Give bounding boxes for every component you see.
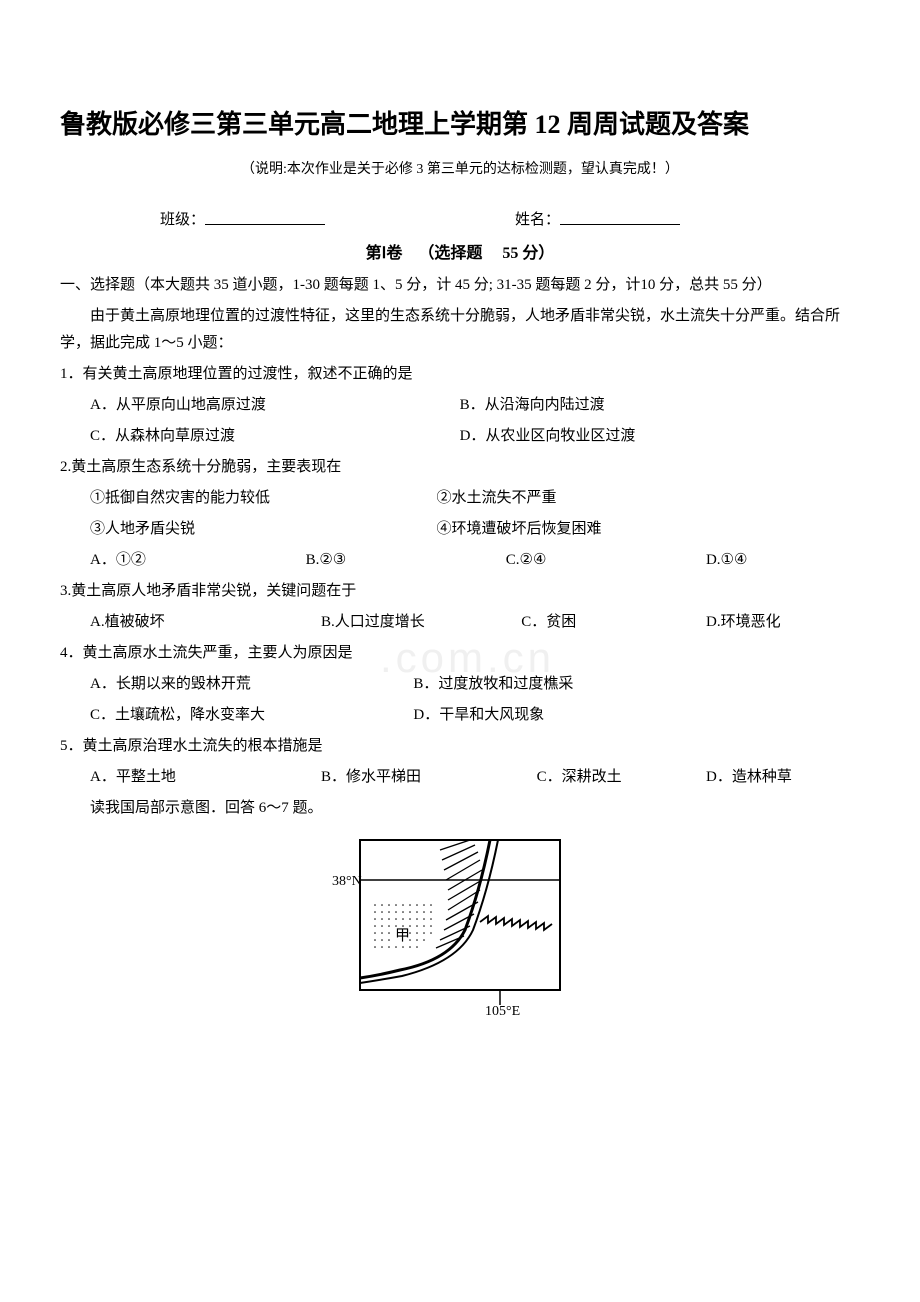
q1-opt-c: C．从森林向草原过渡 <box>90 423 460 450</box>
map-figure: 38°N 甲 105°E <box>330 830 590 1020</box>
figure-wrap: 38°N 甲 105°E <box>60 830 860 1030</box>
q3-stem: 3.黄土高原人地矛盾非常尖锐，关键问题在于 <box>60 578 860 605</box>
q3-opt-c: C．贫困 <box>521 609 706 636</box>
main-title: 鲁教版必修三第三单元高二地理上学期第 12 周周试题及答案 <box>60 100 860 149</box>
q3-options: A.植被破坏 B.人口过度增长 C．贫困 D.环境恶化 <box>60 609 860 636</box>
q4-opt-d: D．干旱和大风现象 <box>413 702 544 729</box>
q4-opt-b: B．过度放牧和过度樵采 <box>413 671 573 698</box>
name-label: 姓名： <box>515 207 560 234</box>
q2-sub-row1: ①抵御自然灾害的能力较低 ②水土流失不严重 <box>60 485 860 512</box>
q2-s2: ②水土流失不严重 <box>437 485 557 512</box>
q2-opt-b: B.②③ <box>306 547 506 574</box>
label-105e: 105°E <box>485 1004 520 1019</box>
section-score: 55 分） <box>502 245 554 262</box>
q2-stem: 2.黄土高原生态系统十分脆弱，主要表现在 <box>60 454 860 481</box>
q4-opt-c: C．土壤疏松，降水变率大 <box>90 702 413 729</box>
read-note: 读我国局部示意图．回答 6～7 题。 <box>60 795 860 822</box>
q2-s3: ③人地矛盾尖锐 <box>90 516 437 543</box>
q5-options: A．平整土地 B．修水平梯田 C．深耕改土 D．造林种草 <box>60 764 860 791</box>
q3-opt-a: A.植被破坏 <box>90 609 321 636</box>
q1-options-row2: C．从森林向草原过渡 D．从农业区向牧业区过渡 <box>60 423 860 450</box>
label-38n: 38°N <box>332 874 362 889</box>
label-jia: 甲 <box>395 928 410 944</box>
q5-opt-b: B．修水平梯田 <box>321 764 537 791</box>
q5-opt-d: D．造林种草 <box>706 764 792 791</box>
q5-stem: 5．黄土高原治理水土流失的根本措施是 <box>60 733 860 760</box>
student-info: 班级： 姓名： <box>60 207 860 234</box>
q1-opt-b: B．从沿海向内陆过渡 <box>460 392 830 419</box>
q2-sub-row2: ③人地矛盾尖锐 ④环境遭破坏后恢复困难 <box>60 516 860 543</box>
q2-s4: ④环境遭破坏后恢复困难 <box>437 516 602 543</box>
q1-options-row1: A．从平原向山地高原过渡 B．从沿海向内陆过渡 <box>60 392 860 419</box>
q5-opt-c: C．深耕改土 <box>537 764 706 791</box>
q1-opt-d: D．从农业区向牧业区过渡 <box>460 423 830 450</box>
q2-opt-a: A．①② <box>90 547 306 574</box>
q4-stem: 4．黄土高原水土流失严重，主要人为原因是 <box>60 640 860 667</box>
q2-opt-c: C.②④ <box>506 547 706 574</box>
section-prefix: 第Ⅰ卷 <box>366 245 403 262</box>
q3-opt-b: B.人口过度增长 <box>321 609 521 636</box>
instruction: 一、选择题（本大题共 35 道小题，1-30 题每题 1、5 分，计 45 分;… <box>60 272 860 299</box>
name-blank <box>560 207 680 225</box>
class-blank <box>205 207 325 225</box>
q1-stem: 1．有关黄土高原地理位置的过渡性，叙述不正确的是 <box>60 361 860 388</box>
q4-options-row2: C．土壤疏松，降水变率大 D．干旱和大风现象 <box>60 702 860 729</box>
subtitle: （说明:本次作业是关于必修 3 第三单元的达标检测题，望认真完成！） <box>60 157 860 182</box>
class-label: 班级： <box>160 207 205 234</box>
q3-opt-d: D.环境恶化 <box>706 609 781 636</box>
passage-1: 由于黄土高原地理位置的过渡性特征，这里的生态系统十分脆弱，人地矛盾非常尖锐，水土… <box>60 303 860 357</box>
q1-opt-a: A．从平原向山地高原过渡 <box>90 392 460 419</box>
q5-opt-a: A．平整土地 <box>90 764 321 791</box>
section-header: 第Ⅰ卷 （选择题 55 分） <box>60 240 860 269</box>
q4-options-row1: A．长期以来的毁林开荒 B．过度放牧和过度樵采 <box>60 671 860 698</box>
q4-opt-a: A．长期以来的毁林开荒 <box>90 671 413 698</box>
section-mid: （选择题 <box>418 245 482 262</box>
q2-options: A．①② B.②③ C.②④ D.①④ <box>60 547 860 574</box>
document-content: 鲁教版必修三第三单元高二地理上学期第 12 周周试题及答案 （说明:本次作业是关… <box>60 100 860 1030</box>
q2-opt-d: D.①④ <box>706 547 747 574</box>
q2-s1: ①抵御自然灾害的能力较低 <box>90 485 437 512</box>
